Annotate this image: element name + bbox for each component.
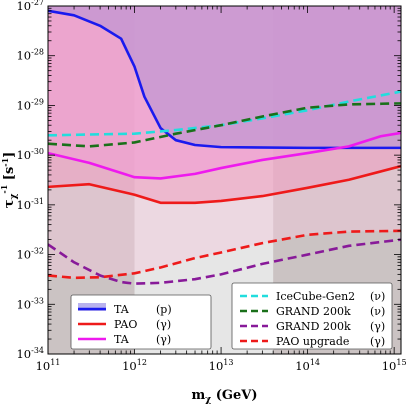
legend-label-6: GRAND 200k (γ): [276, 320, 385, 333]
legend-label-7: PAO upgrade (γ): [276, 335, 385, 348]
excluded-region-1: [48, 6, 401, 148]
plot-frame: [47, 5, 402, 355]
y-axis-label: τχ-1 [s-1]: [0, 152, 19, 209]
legend-swatch-fill: [78, 303, 106, 311]
series-line-1: [48, 9, 401, 150]
x-axis-label: mχ (GeV): [192, 388, 258, 405]
legend-label-4: IceCube-Gen2 (ν): [276, 290, 385, 303]
x-tick-label: 1012: [122, 358, 147, 373]
y-tick-label: 10-30: [16, 147, 44, 162]
x-tick-label: 1014: [295, 358, 320, 373]
y-tick-label: 10-34: [16, 346, 44, 361]
x-tick-label: 1015: [382, 358, 407, 373]
y-tick-label: 10-31: [16, 197, 44, 212]
legend-label-1: TA (p): [114, 303, 172, 316]
series-line-3: [48, 131, 401, 180]
x-tick-label: 1011: [36, 358, 61, 373]
legend-box-2: [231, 282, 393, 350]
series-line-2: [48, 164, 401, 205]
legend-label-3: TA (γ): [114, 333, 171, 346]
series-line-7: [48, 229, 401, 280]
legend-label-2: PAO (γ): [114, 318, 171, 331]
x-tick-label: 1013: [209, 358, 234, 373]
series-line-5: [48, 102, 401, 148]
y-tick-label: 10-33: [16, 296, 44, 311]
y-tick-label: 10-27: [16, 0, 44, 13]
y-tick-label: 10-29: [16, 97, 44, 112]
y-tick-label: 10-32: [16, 247, 44, 262]
y-tick-label: 10-28: [16, 48, 44, 63]
legend-label-5: GRAND 200k (ν): [276, 305, 385, 318]
